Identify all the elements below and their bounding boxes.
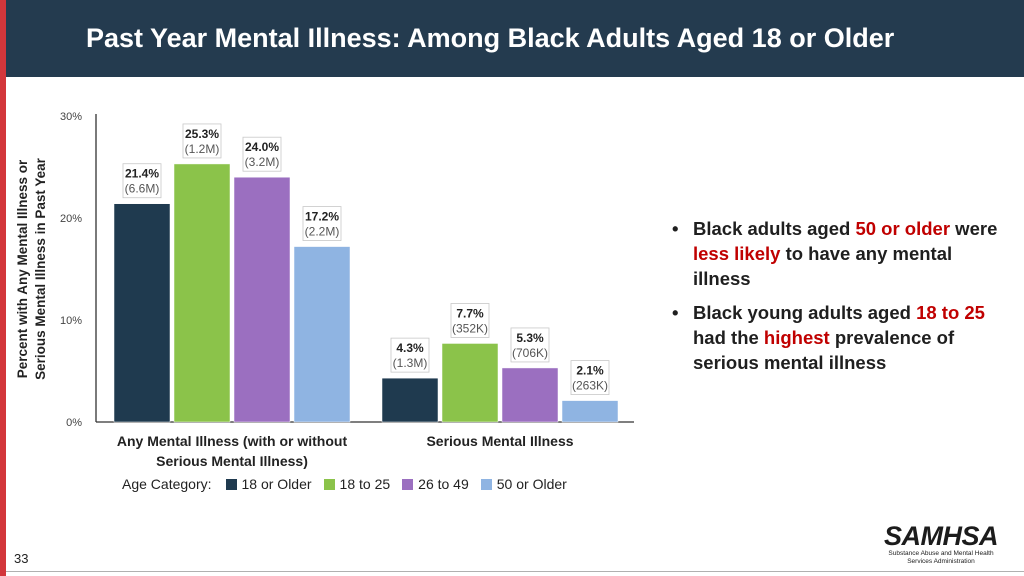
accent-bar [0, 0, 6, 576]
y-axis-label-line: Percent with Any Mental Illness or [15, 159, 30, 378]
bar [293, 246, 351, 423]
bar [173, 163, 231, 423]
footer-rule [6, 571, 1024, 572]
legend-swatch [225, 478, 237, 490]
bullet-dot: • [672, 302, 679, 323]
bullet-text: Black young adults aged 18 to 25 had the… [693, 300, 1002, 375]
legend-label: 18 to 25 [339, 476, 391, 492]
data-label-count: (3.2M) [245, 155, 280, 169]
data-label-box [182, 123, 222, 159]
data-label-box [122, 163, 162, 199]
data-label-count: (2.2M) [305, 225, 340, 239]
bullet-text-part: to have any mental illness [693, 243, 953, 289]
bullet-text: Black adults aged 50 or older were less … [693, 216, 1002, 291]
bullet-dot: • [672, 218, 679, 239]
data-label-count: (352K) [452, 321, 488, 335]
bullet-text-part: were [950, 218, 998, 239]
data-label-value: 7.7% [456, 306, 484, 320]
y-tick-label: 30% [60, 111, 82, 123]
y-tick-label: 0% [66, 417, 82, 429]
key-findings: • Black adults aged 50 or older were less… [672, 216, 1002, 384]
bullet-text-part: prevalence of serious mental illness [693, 327, 955, 373]
legend-swatch [323, 478, 335, 490]
data-label-value: 24.0% [245, 140, 279, 154]
data-label-value: 21.4% [125, 167, 159, 181]
data-label-value: 25.3% [185, 127, 219, 141]
x-category-label: Serious Mental Illness) [156, 453, 308, 469]
highlight-text: 18 to 25 [916, 302, 985, 323]
data-label-box [242, 136, 282, 172]
slide-title: Past Year Mental Illness: Among Black Ad… [86, 23, 895, 53]
data-label-count: (706K) [512, 346, 548, 360]
data-label-box [570, 360, 610, 395]
bar [441, 343, 499, 423]
x-category-label: Any Mental Illness (with or without [117, 433, 348, 449]
legend-swatch [402, 478, 414, 490]
y-axis-label: Percent with Any Mental Illness or Seriou… [15, 157, 48, 380]
bullet-item: • Black young adults aged 18 to 25 had th… [672, 300, 1002, 375]
legend-item: 50 or Older [480, 476, 567, 492]
bullet-text-part: Black adults aged [693, 218, 856, 239]
legend-item: 26 to 49 [402, 476, 469, 492]
data-label-value: 4.3% [396, 341, 424, 355]
logo-subtitle-line: Substance Abuse and Mental Health [888, 550, 994, 557]
y-tick-label: 20% [60, 213, 82, 225]
data-label-count: (6.6M) [125, 182, 160, 196]
legend-label: 18 or Older [241, 476, 312, 492]
data-label-value: 2.1% [576, 364, 604, 378]
bar [113, 203, 171, 423]
highlight-text: less likely [693, 243, 781, 264]
bar [233, 176, 291, 423]
data-label-count: (1.3M) [393, 356, 428, 370]
bar [561, 400, 619, 423]
logo-subtitle-line: Services Administration [907, 558, 975, 565]
data-label-box [390, 337, 430, 373]
y-axis-label-line: Serious Mental Illness in Past Year [33, 157, 48, 380]
legend-label: 26 to 49 [418, 476, 469, 492]
bar-chart: 0% 10% 20% 30% Percent with Any Mental Illne… [15, 111, 634, 469]
legend-item: 18 to 25 [323, 476, 391, 492]
data-label-value: 17.2% [305, 210, 339, 224]
bar [501, 367, 559, 423]
legend-item: 18 or Older [225, 476, 312, 492]
data-label-count: (263K) [572, 379, 608, 393]
y-tick-label: 10% [60, 315, 82, 327]
slide-header: Past Year Mental Illness: Among Black Ad… [6, 0, 1024, 77]
legend-swatch [480, 478, 492, 490]
data-label-box [302, 206, 342, 241]
highlight-text: 50 or older [855, 218, 951, 239]
legend-title: Age Category: [122, 476, 212, 492]
data-label-box [450, 303, 490, 338]
legend-label: 50 or Older [496, 476, 567, 492]
highlight-text: highest [763, 327, 830, 348]
bullet-item: • Black adults aged 50 or older were less… [672, 216, 1002, 291]
chart-legend: Age Category: 18 or Older 18 to 25 26 to… [122, 476, 579, 492]
bullet-text-part: Black young adults aged [693, 302, 917, 323]
slide-number: 33 [14, 551, 29, 566]
data-label-box [510, 327, 550, 363]
bar [381, 377, 439, 423]
logo-wordmark: SAMHSA [883, 521, 999, 551]
bullet-text-part: had the [693, 327, 764, 348]
data-label-count: (1.2M) [185, 142, 220, 156]
data-label-value: 5.3% [516, 331, 544, 345]
samhsa-logo: SAMHSA Substance Abuse and Mental Health… [878, 522, 1004, 566]
x-category-label: Serious Mental Illness [426, 433, 573, 449]
